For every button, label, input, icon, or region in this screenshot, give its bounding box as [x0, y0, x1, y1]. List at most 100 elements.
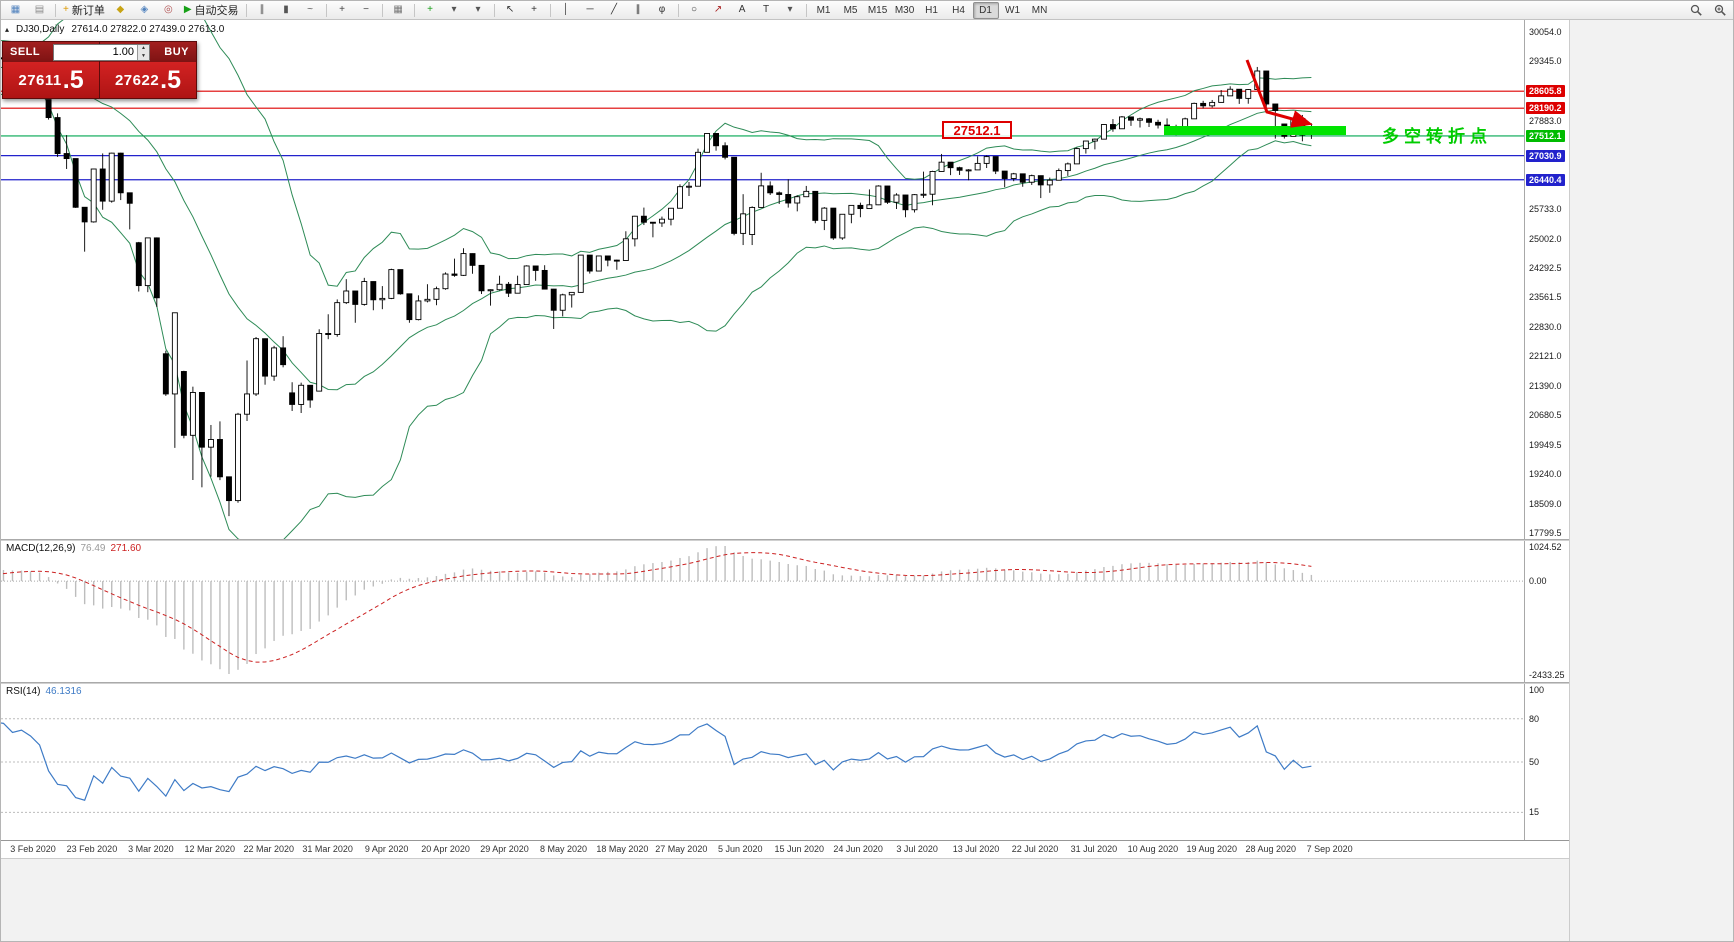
timeframe-m5-button[interactable]: M5 — [843, 4, 858, 16]
timeframes-dropdown-icon[interactable]: ▾ — [467, 1, 490, 19]
trendline-icon[interactable]: ╱ — [603, 1, 626, 19]
buy-button[interactable]: BUY — [164, 46, 189, 58]
sell-price-button[interactable]: 27611 .5 — [3, 62, 100, 98]
price-tick-label: 25002.0 — [1529, 233, 1562, 244]
date-label: 18 May 2020 — [596, 844, 649, 854]
new-order-button[interactable]: + 新订单 — [60, 1, 108, 19]
turning-point-label[interactable]: 多空转折点 — [1382, 127, 1492, 146]
equidistant-channel-icon: ∥ — [635, 4, 641, 15]
volume-stepper[interactable]: ▲ ▼ — [137, 45, 149, 60]
date-label: 31 Jul 2020 — [1070, 844, 1118, 854]
vertical-line-icon[interactable]: │ — [555, 1, 578, 19]
symbol-period-label: DJ30,Daily — [16, 24, 65, 35]
buy-price-button[interactable]: 27622 .5 — [100, 62, 196, 98]
text-icon[interactable]: A — [731, 1, 754, 19]
price-axis[interactable]: 30054.0 29345.0 27883.0 25733.0 25002.0 24292… — [1524, 20, 1569, 539]
market-watch-icon[interactable]: ◆ — [109, 1, 132, 19]
price-callout[interactable]: 27512.1 — [942, 121, 1012, 139]
indicators-dropdown-icon[interactable]: ▾ — [443, 1, 466, 19]
indicators-dropdown-icon: ▾ — [451, 4, 457, 15]
volume-value[interactable]: 1.00 — [112, 46, 134, 58]
timeframe-m1-button[interactable]: M1 — [816, 4, 831, 16]
symbol-search-icon — [1690, 4, 1702, 16]
macd-axis-label: -2433.25 — [1529, 670, 1565, 680]
sell-price-main: 27611 — [18, 71, 62, 89]
date-label: 22 Jul 2020 — [1011, 844, 1059, 854]
timeframe-h4-button[interactable]: H4 — [952, 4, 965, 16]
macd-pane[interactable] — [1, 541, 1524, 682]
pane-separator[interactable] — [1, 539, 1569, 541]
objects-dropdown-icon: ▾ — [787, 4, 793, 15]
rsi-axis-label: 15 — [1529, 807, 1540, 818]
date-label: 9 Apr 2020 — [364, 844, 409, 854]
price-tick-label: 17799.5 — [1529, 528, 1562, 538]
horizontal-line-icon: ─ — [586, 4, 594, 15]
symbol-search-icon[interactable] — [1685, 1, 1708, 19]
objects-dropdown-icon[interactable]: ▾ — [779, 1, 802, 19]
date-label: 13 Jul 2020 — [952, 844, 1000, 854]
shapes-icon[interactable]: ○ — [683, 1, 706, 19]
candlestick-plot[interactable] — [1, 20, 1524, 539]
chart-title: ▴ DJ30,Daily 27614.0 27822.0 27439.0 276… — [5, 24, 224, 35]
candlestick-mode-icon[interactable]: ▮ — [275, 1, 298, 19]
main-chart-pane[interactable]: ▴ DJ30,Daily 27614.0 27822.0 27439.0 276… — [1, 20, 1524, 539]
rsi-axis-label: 100 — [1529, 685, 1545, 695]
date-label: 8 May 2020 — [539, 844, 587, 854]
rsi-axis[interactable]: 100 80 50 15 — [1524, 684, 1569, 840]
zoom-out-icon[interactable]: − — [355, 1, 378, 19]
price-tick-label: 21390.0 — [1529, 381, 1562, 392]
time-axis[interactable]: 3 Feb 2020 23 Feb 2020 3 Mar 2020 12 Mar 20… — [1, 841, 1569, 858]
pane-separator[interactable] — [1, 682, 1569, 684]
timeframe-m30-button[interactable]: M30 — [894, 4, 915, 16]
timeframe-m15-button[interactable]: M15 — [867, 4, 888, 16]
indicators-icon: + — [427, 4, 433, 15]
timeframes-dropdown-icon: ▾ — [475, 4, 481, 15]
profiles-icon[interactable]: ▤ — [28, 1, 51, 19]
fibonacci-icon[interactable]: φ — [651, 1, 674, 19]
one-click-trading-panel: SELL BUY 1.00 ▲ ▼ 27611 .5 27 — [2, 41, 197, 99]
volume-input[interactable]: 1.00 ▲ ▼ — [53, 44, 150, 61]
terminal-icon[interactable]: ◎ — [157, 1, 180, 19]
toolbar-separator — [325, 3, 327, 17]
toolbar-separator — [55, 3, 56, 17]
date-label: 3 Jul 2020 — [896, 844, 938, 854]
volume-up-icon[interactable]: ▲ — [141, 45, 146, 51]
timeframe-mn-button[interactable]: MN — [1031, 4, 1048, 16]
navigator-icon[interactable]: ◈ — [133, 1, 156, 19]
horizontal-line-icon[interactable]: ─ — [579, 1, 602, 19]
zoom-in-icon[interactable]: + — [331, 1, 354, 19]
new-chart-icon[interactable]: ▦ — [4, 1, 27, 19]
equidistant-channel-icon[interactable]: ∥ — [627, 1, 650, 19]
rsi-plot[interactable] — [1, 684, 1524, 840]
rsi-axis-label: 50 — [1529, 757, 1540, 767]
indicators-icon[interactable]: + — [419, 1, 442, 19]
rsi-axis-label: 80 — [1529, 713, 1540, 724]
macd-axis[interactable]: 1024.52 0.00 -2433.25 — [1524, 541, 1569, 682]
line-chart-mode-icon[interactable]: ~ — [299, 1, 322, 19]
new-order-button: + — [63, 4, 69, 15]
one-click-toggle-icon[interactable]: ▴ — [5, 25, 10, 34]
crosshair-icon[interactable]: + — [523, 1, 546, 19]
macd-plot[interactable] — [1, 541, 1524, 682]
text-label-icon[interactable]: T — [755, 1, 778, 19]
bar-chart-mode-icon[interactable]: ∥ — [251, 1, 274, 19]
rsi-pane[interactable] — [1, 684, 1524, 840]
arrows-icon[interactable]: ↗ — [707, 1, 730, 19]
timeframe-d1-button[interactable]: D1 — [972, 1, 999, 19]
profiles-icon: ▤ — [34, 4, 45, 15]
timeframe-h1-button[interactable]: H1 — [925, 4, 938, 16]
chart-search-icon[interactable] — [1709, 1, 1732, 19]
auto-trading-button: ▶ — [183, 4, 192, 15]
new-order-button-label: 新订单 — [71, 5, 105, 17]
tile-windows-icon[interactable]: ▦ — [387, 1, 410, 19]
auto-trading-button[interactable]: ▶ 自动交易 — [181, 1, 242, 19]
timeframe-w1-button[interactable]: W1 — [1005, 4, 1021, 16]
volume-down-icon[interactable]: ▼ — [141, 52, 146, 59]
cursor-icon[interactable]: ↖ — [499, 1, 522, 19]
macd-name: MACD(12,26,9) — [6, 543, 76, 554]
date-label: 3 Mar 2020 — [128, 844, 174, 854]
price-tick-label: 19240.0 — [1529, 469, 1562, 480]
chart-window: ▴ DJ30,Daily 27614.0 27822.0 27439.0 276… — [1, 20, 1569, 858]
buy-price-main: 27622 — [114, 71, 160, 89]
price-line-label: 27030.9 — [1526, 149, 1565, 162]
